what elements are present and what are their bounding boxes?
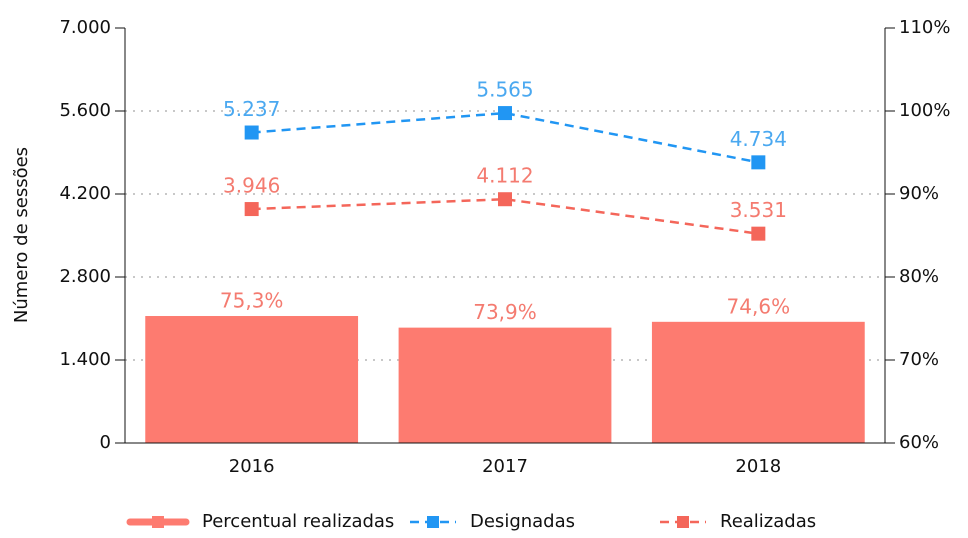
marker — [751, 226, 766, 241]
legend-label: Percentual realizadas — [202, 511, 394, 532]
y-tick-label: 7.000 — [59, 17, 111, 38]
y-tick-label: 4.200 — [59, 183, 111, 204]
y2-tick-label: 70% — [899, 349, 939, 370]
marker — [751, 155, 766, 170]
value-label: 4.112 — [476, 164, 533, 188]
legend-label: Designadas — [470, 511, 575, 532]
x-tick-label: 2016 — [229, 456, 275, 477]
y-tick-label: 5.600 — [59, 100, 111, 121]
value-label: 73,9% — [473, 300, 537, 324]
y-tick-label: 0 — [100, 432, 111, 453]
legend-marker — [677, 516, 689, 528]
y2-tick-label: 80% — [899, 266, 939, 287]
legend-marker — [427, 516, 439, 528]
value-label: 5.237 — [223, 97, 280, 121]
value-label: 3.531 — [730, 198, 787, 222]
bar — [398, 327, 612, 443]
y-tick-label: 1.400 — [59, 349, 111, 370]
x-tick-label: 2018 — [735, 456, 781, 477]
line — [251, 111, 759, 164]
bar — [651, 321, 865, 443]
y2-tick-label: 60% — [899, 432, 939, 453]
y2-tick-label: 110% — [899, 17, 950, 38]
marker — [498, 192, 512, 207]
legend-marker — [152, 516, 164, 528]
y2-tick-label: 100% — [899, 100, 950, 121]
marker — [498, 106, 512, 121]
y-tick-label: 2.800 — [59, 266, 111, 287]
value-label: 74,6% — [727, 294, 791, 318]
line — [251, 197, 759, 235]
value-label: 4.734 — [730, 127, 787, 151]
marker — [244, 202, 259, 217]
x-tick-label: 2017 — [482, 456, 528, 477]
marker — [244, 125, 259, 140]
bar — [145, 316, 359, 443]
value-label: 3.946 — [223, 174, 280, 198]
y-axis-label: Número de sessões — [11, 147, 32, 323]
y2-tick-label: 90% — [899, 183, 939, 204]
value-label: 5.565 — [476, 78, 533, 102]
value-label: 75,3% — [220, 289, 284, 313]
legend-label: Realizadas — [720, 511, 816, 532]
